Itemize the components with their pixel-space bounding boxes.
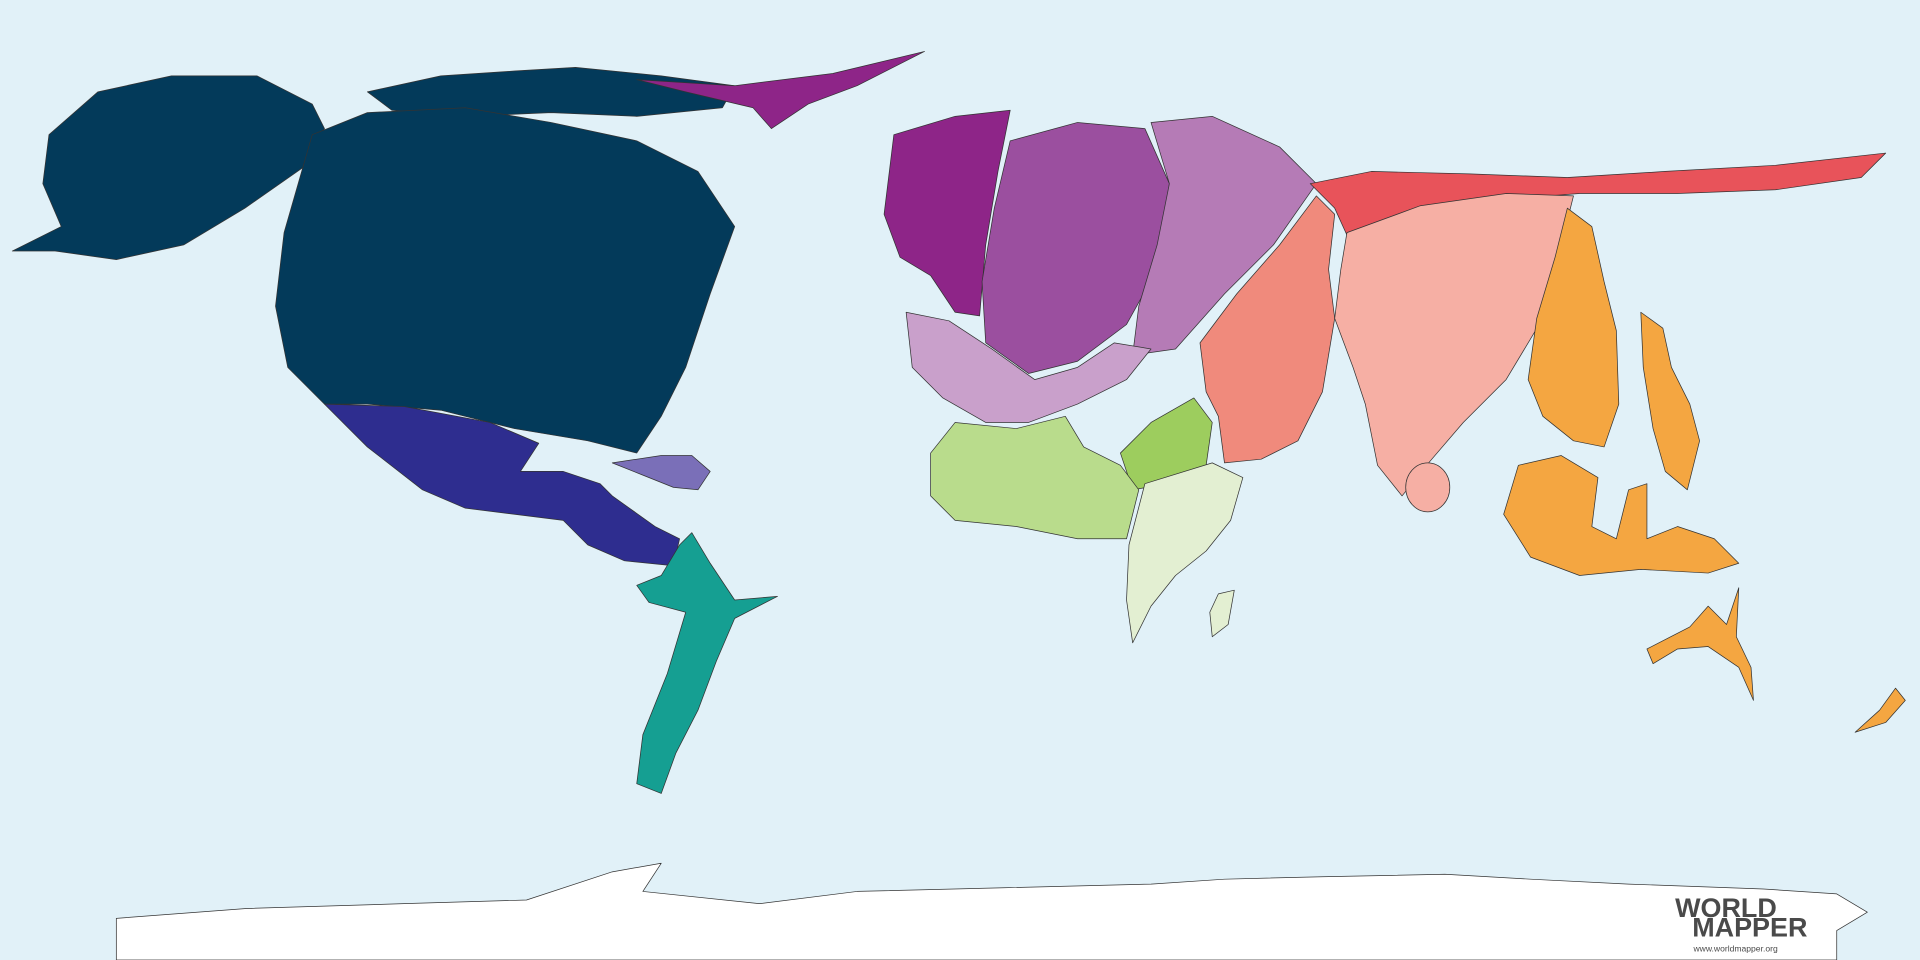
middle-east xyxy=(1199,195,1336,464)
western-europe xyxy=(981,122,1170,374)
southern-africa xyxy=(1126,462,1244,644)
logo-url: www.worldmapper.org xyxy=(1692,944,1777,954)
logo-line1: WORLD xyxy=(1675,893,1777,923)
antarctica xyxy=(115,862,1868,960)
greenland xyxy=(636,51,925,129)
alaska xyxy=(11,75,325,260)
west-africa xyxy=(930,415,1140,540)
north-africa xyxy=(1120,397,1213,491)
caribbean xyxy=(611,455,711,491)
southeast-asia xyxy=(1503,455,1740,576)
new-zealand xyxy=(1854,687,1906,733)
northern-europe xyxy=(883,109,1011,317)
madagascar xyxy=(1209,589,1235,638)
australia xyxy=(1646,587,1754,701)
southern-europe xyxy=(905,311,1152,423)
east-asia xyxy=(1527,207,1620,448)
north-america xyxy=(275,107,736,454)
south-asia xyxy=(1334,193,1574,497)
eastern-europe xyxy=(1132,115,1317,356)
sri-lanka xyxy=(1405,462,1451,513)
central-america xyxy=(324,403,680,567)
south-america xyxy=(636,532,778,794)
logo-line2: MAPPER xyxy=(1692,913,1807,943)
japan xyxy=(1640,311,1700,491)
